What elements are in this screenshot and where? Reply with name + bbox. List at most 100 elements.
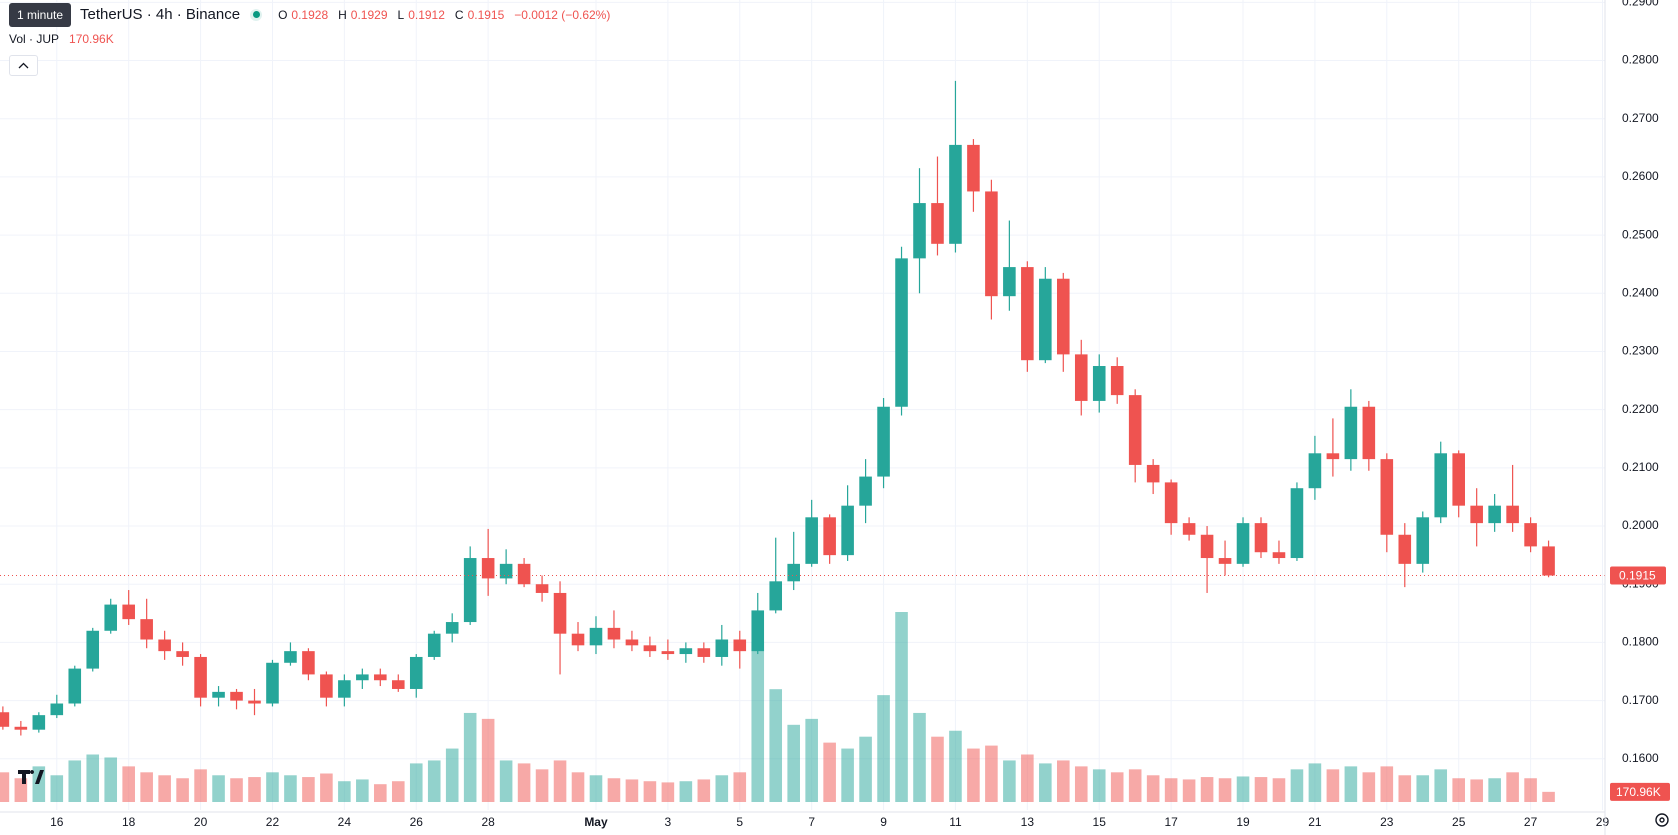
volume-bar bbox=[1542, 791, 1555, 802]
candle-body bbox=[1344, 406, 1358, 460]
volume-bar bbox=[266, 772, 279, 802]
candle-body bbox=[1021, 267, 1034, 361]
volume-bar bbox=[248, 777, 261, 802]
candle-body bbox=[391, 680, 405, 689]
volume-bar bbox=[1254, 777, 1268, 802]
x-tick-label: 9 bbox=[880, 815, 887, 829]
volume-bar bbox=[481, 718, 495, 802]
collapse-button[interactable] bbox=[9, 55, 38, 76]
candle-body bbox=[949, 144, 962, 244]
y-tick-label: 0.1800 bbox=[1622, 635, 1659, 649]
candle-body bbox=[1164, 482, 1178, 524]
x-tick-label: 20 bbox=[194, 815, 208, 829]
candle-body bbox=[1128, 395, 1142, 465]
symbol: TetherUS · 4h · Binance bbox=[80, 6, 241, 23]
candle-body bbox=[1488, 505, 1501, 524]
candles bbox=[0, 80, 1555, 736]
candle-body bbox=[1110, 366, 1124, 396]
x-tick-label: 17 bbox=[1164, 815, 1178, 829]
last-price-tag bbox=[1610, 566, 1666, 585]
candle-body bbox=[499, 563, 513, 579]
volume-bar bbox=[140, 772, 153, 802]
volume-bar bbox=[356, 779, 369, 802]
volume-bar bbox=[859, 736, 872, 802]
volume-bar bbox=[0, 772, 10, 802]
volume-bar bbox=[589, 775, 603, 802]
volume-bar bbox=[302, 777, 315, 802]
y-tick-label: 0.2800 bbox=[1622, 53, 1659, 67]
candle-body bbox=[445, 622, 459, 634]
volume-bars bbox=[0, 612, 1555, 802]
status-dot bbox=[250, 8, 263, 21]
candle-body bbox=[1200, 534, 1214, 559]
volume-bar bbox=[985, 745, 998, 802]
volume-bar bbox=[535, 769, 549, 802]
x-tick-label: 27 bbox=[1524, 815, 1538, 829]
volume-bar bbox=[1200, 777, 1214, 802]
volume-bar bbox=[895, 612, 908, 802]
candle-body bbox=[248, 700, 261, 704]
candle-body bbox=[1362, 406, 1376, 460]
candle-body bbox=[50, 703, 64, 716]
chevron-icon bbox=[18, 62, 29, 69]
volume-bar bbox=[715, 775, 729, 802]
candle-body bbox=[481, 558, 495, 579]
volume-bar bbox=[1434, 769, 1448, 802]
candle-body bbox=[0, 712, 10, 727]
volume-bar bbox=[751, 641, 765, 802]
candle-body bbox=[535, 584, 549, 593]
candle-body bbox=[1074, 354, 1088, 401]
grid bbox=[0, 0, 1605, 810]
candle-body bbox=[1056, 278, 1070, 355]
volume-bar bbox=[284, 775, 297, 802]
tooltip: 1 minute bbox=[9, 3, 72, 27]
candle-body bbox=[1524, 523, 1537, 547]
candle-body bbox=[284, 651, 297, 663]
volume-bar bbox=[1506, 772, 1519, 802]
volume-bar bbox=[1003, 760, 1016, 802]
x-tick-label: 13 bbox=[1021, 815, 1035, 829]
candle-body bbox=[769, 581, 783, 611]
volume-bar bbox=[517, 763, 531, 802]
volume-bar bbox=[1326, 769, 1340, 802]
volume-bar bbox=[104, 757, 118, 802]
x-tick-label: 11 bbox=[949, 815, 962, 829]
candle-body bbox=[140, 619, 153, 640]
settings-icon[interactable] bbox=[1655, 813, 1669, 827]
candle-body bbox=[1146, 464, 1160, 483]
volume-bar bbox=[194, 769, 207, 802]
volume-bar bbox=[1218, 778, 1232, 802]
candle-body bbox=[877, 406, 890, 477]
candle-body bbox=[1254, 523, 1268, 553]
candle-body bbox=[787, 563, 800, 582]
candle-body bbox=[913, 203, 926, 259]
candle-body bbox=[1326, 453, 1340, 460]
volume-bar bbox=[733, 772, 747, 802]
open-value: 0.1928 bbox=[291, 7, 329, 22]
x-tick-label: 16 bbox=[50, 815, 64, 829]
candle-body bbox=[823, 517, 836, 556]
volume-bar bbox=[607, 778, 621, 802]
candle-body bbox=[1398, 534, 1412, 564]
candle-body bbox=[1218, 558, 1232, 564]
candle-body bbox=[176, 651, 189, 657]
volume-legend: Vol · JUP 170.96K bbox=[9, 32, 114, 46]
volume-bar bbox=[212, 775, 225, 802]
volume-bar bbox=[391, 781, 405, 802]
volume-bar bbox=[1452, 778, 1465, 802]
candle-body bbox=[841, 505, 854, 556]
volume-bar bbox=[1344, 766, 1358, 802]
volume-bar bbox=[427, 760, 441, 802]
volume-bar bbox=[1416, 775, 1430, 802]
x-tick-label: 24 bbox=[338, 815, 352, 829]
candle-body bbox=[158, 639, 171, 652]
volume-bar bbox=[841, 748, 854, 802]
y-tick-label: 0.2700 bbox=[1622, 111, 1659, 125]
volume-bar bbox=[625, 779, 639, 802]
volume-bar bbox=[661, 782, 675, 802]
volume-bar bbox=[122, 766, 135, 802]
volume-bar bbox=[1092, 769, 1106, 802]
volume-bar bbox=[769, 689, 783, 802]
volume-bar bbox=[176, 778, 189, 802]
